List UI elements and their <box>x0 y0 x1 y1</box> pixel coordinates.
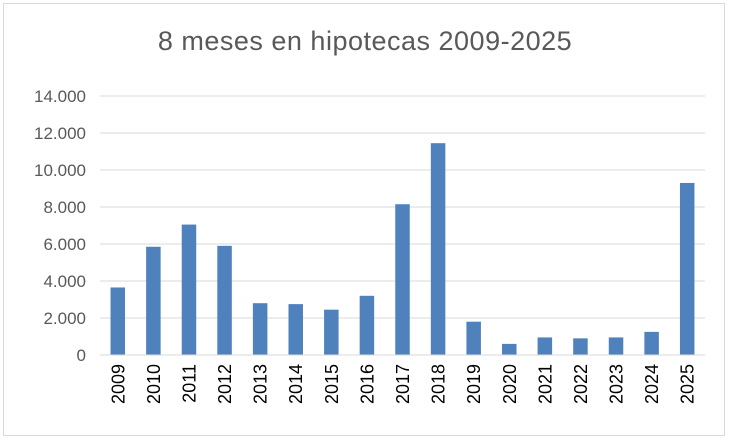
y-tick-label: 8.000 <box>43 198 86 217</box>
bar-2012 <box>217 245 232 355</box>
bar-2016 <box>359 295 375 355</box>
x-tick-label: 2016 <box>357 364 377 404</box>
bar-2015 <box>324 309 339 355</box>
bar-2010 <box>146 246 161 355</box>
y-tick-label: 14.000 <box>34 87 86 106</box>
bar-2009 <box>110 287 126 355</box>
x-tick-label: 2009 <box>108 364 128 404</box>
bar-2014 <box>288 304 303 355</box>
y-tick-label: 6.000 <box>43 235 86 254</box>
x-tick-label: 2013 <box>251 364 271 404</box>
y-tick-label: 0 <box>77 346 86 365</box>
x-tick-label: 2018 <box>429 364 449 404</box>
bar-2017 <box>395 204 410 355</box>
x-tick-label: 2021 <box>535 364 555 404</box>
bar-2022 <box>573 338 588 355</box>
x-tick-label: 2017 <box>393 364 413 404</box>
y-axis-tick-labels: 0 2.000 4.000 6.000 8.000 10.000 12.000 14.000 <box>34 87 86 365</box>
bar-2018 <box>430 143 446 355</box>
y-tick-label: 2.000 <box>43 309 86 328</box>
bar-2020 <box>502 343 517 355</box>
bar-2019 <box>466 321 481 355</box>
bar-2025 <box>679 182 695 355</box>
bar-2013 <box>252 303 268 355</box>
bars <box>110 143 695 355</box>
chart-title: 8 meses en hipotecas 2009-2025 <box>157 26 573 56</box>
x-tick-label: 2024 <box>642 364 662 404</box>
x-tick-label: 2022 <box>571 364 591 404</box>
bar-2011 <box>181 224 197 355</box>
x-tick-label: 2023 <box>607 364 627 404</box>
bar-2024 <box>644 331 659 355</box>
x-tick-label: 2011 <box>179 364 199 403</box>
bar-2021 <box>537 337 553 355</box>
x-tick-label: 2015 <box>322 364 342 404</box>
y-tick-label: 10.000 <box>34 161 86 180</box>
x-tick-label: 2019 <box>464 364 484 404</box>
chart-frame <box>3 3 725 436</box>
x-tick-label: 2012 <box>215 364 235 404</box>
x-tick-label: 2025 <box>678 364 698 404</box>
x-tick-label: 2014 <box>286 364 306 404</box>
x-tick-label: 2020 <box>500 364 520 404</box>
y-tick-label: 4.000 <box>43 272 86 291</box>
y-tick-label: 12.000 <box>34 124 86 143</box>
x-tick-label: 2010 <box>144 364 164 404</box>
bar-2023 <box>608 337 624 355</box>
x-axis-tick-labels: 2009 2010 2011 2012 2013 2014 2015 2016 2017 2018… <box>108 364 697 404</box>
